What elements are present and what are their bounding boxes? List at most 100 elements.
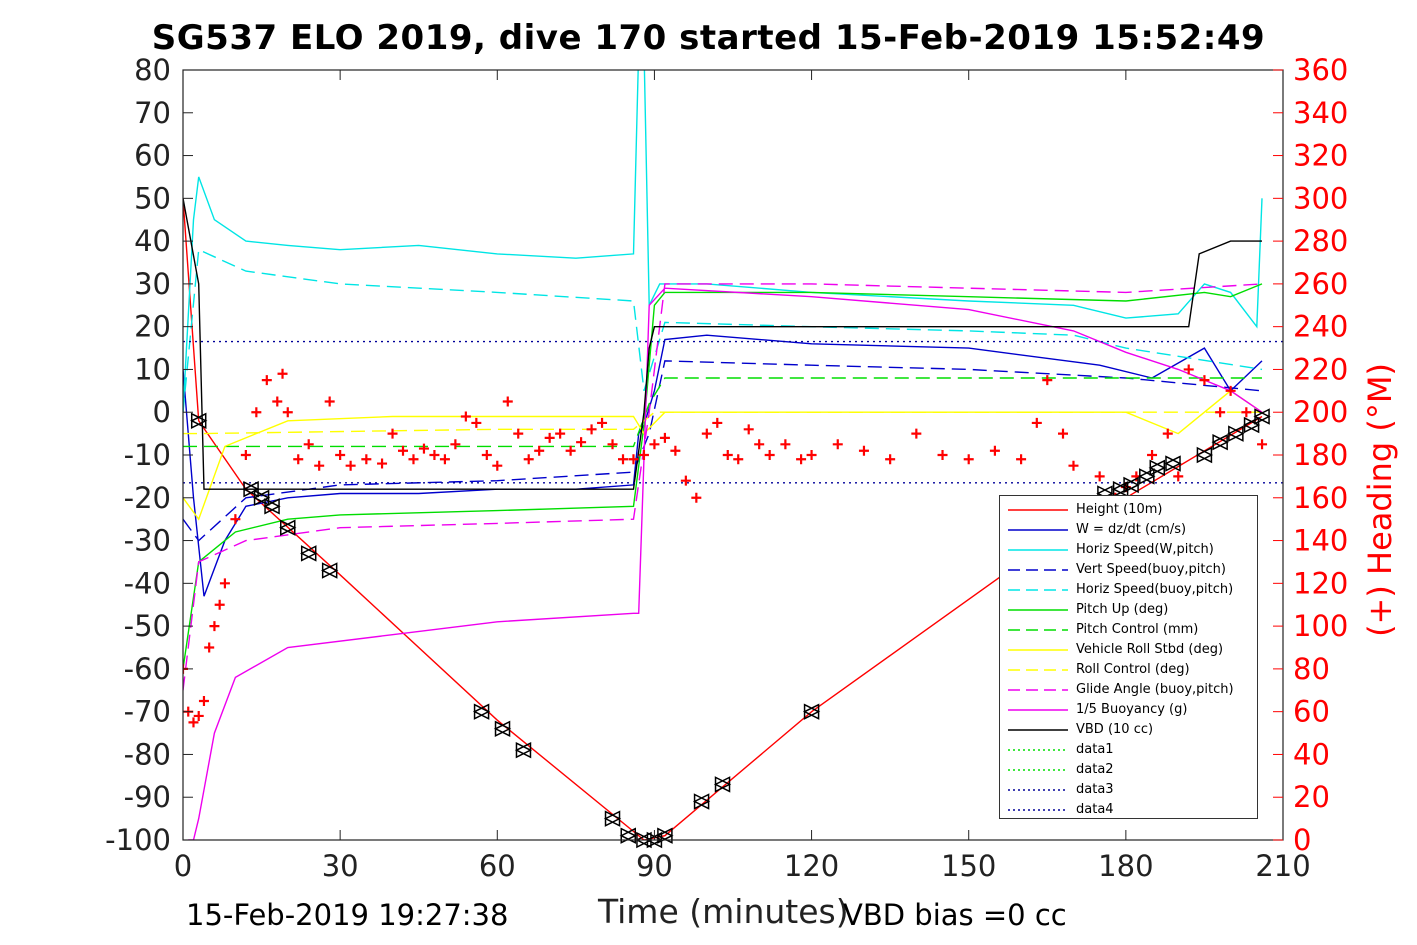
heading-point xyxy=(555,428,566,439)
y-left-tick-label: -100 xyxy=(105,823,171,857)
legend-entry-vert-speed-buoy-pitch: Vert Speed(buoy,pitch) xyxy=(1000,560,1259,580)
series-line-horiz-speed-buoy-pitch xyxy=(183,248,1263,413)
heading-point xyxy=(743,424,754,435)
legend-label: Roll Control (deg) xyxy=(1076,662,1190,677)
legend-entry-roll-control-deg: Roll Control (deg) xyxy=(1000,660,1259,680)
y-left-tick-label: 10 xyxy=(134,352,171,386)
heading-point xyxy=(209,621,220,632)
heading-point xyxy=(1183,364,1194,375)
y-left-tick-label: -40 xyxy=(124,566,171,600)
heading-point xyxy=(272,396,283,407)
legend-swatch xyxy=(1008,549,1068,551)
x-tick-label: 210 xyxy=(1255,849,1310,883)
heading-point xyxy=(303,439,314,450)
heading-point xyxy=(277,368,288,379)
depth-marker xyxy=(713,776,732,793)
y-right-tick-label: 40 xyxy=(1293,737,1330,771)
series-line-glide-angle-buoy-pitch xyxy=(183,283,1263,691)
series-line-pitch-up-deg xyxy=(183,283,1263,670)
legend-swatch xyxy=(1008,749,1068,751)
legend-swatch xyxy=(1008,729,1068,731)
y-left-tick-label: -20 xyxy=(124,481,171,515)
depth-marker xyxy=(1164,455,1182,472)
x-tick-label: 90 xyxy=(636,849,673,883)
heading-point xyxy=(481,450,492,460)
y-right-tick-label: 80 xyxy=(1293,652,1330,686)
series-line-vbd-10-cc xyxy=(183,198,1262,490)
heading-point xyxy=(1241,407,1252,418)
axes-layer: 0 30 60 90 120 150 180 21080706050403020100-10-… xyxy=(105,53,1348,883)
heading-point xyxy=(429,450,440,460)
y-right-tick-label: 360 xyxy=(1293,53,1348,87)
heading-point xyxy=(722,450,733,460)
chart-title: SG537 ELO 2019, dive 170 started 15-Feb-… xyxy=(151,18,1266,58)
heading-point xyxy=(345,460,356,471)
legend-entry-data3: data3 xyxy=(1000,780,1259,800)
depth-marker xyxy=(320,562,339,579)
heading-point xyxy=(398,445,408,456)
heading-point xyxy=(1173,471,1184,482)
y-left-tick-label: 30 xyxy=(134,267,171,301)
legend-label: data2 xyxy=(1076,762,1114,777)
depth-marker xyxy=(190,412,208,429)
heading-point xyxy=(544,432,555,443)
y-left-tick-label: 20 xyxy=(134,310,171,344)
heading-point xyxy=(764,450,775,460)
legend-label: data4 xyxy=(1076,802,1114,817)
heading-point xyxy=(1031,417,1042,428)
heading-point xyxy=(680,475,691,486)
heading-point xyxy=(219,578,230,589)
heading-point xyxy=(251,407,262,418)
heading-point xyxy=(796,454,807,465)
heading-point xyxy=(937,450,948,460)
depth-marker xyxy=(1242,416,1261,434)
heading-point xyxy=(691,492,702,503)
heading-point xyxy=(523,454,534,465)
depth-marker xyxy=(1195,446,1214,464)
legend-swatch xyxy=(1008,709,1068,711)
x-tick-label: 120 xyxy=(784,849,839,883)
heading-point xyxy=(670,445,681,456)
legend-entry-w-dz-dt-cm-s: W = dz/dt (cm/s) xyxy=(1000,520,1259,540)
y-left-tick-label: -50 xyxy=(124,609,171,643)
depth-marker xyxy=(1227,425,1245,442)
depth-marker xyxy=(802,703,821,720)
legend-entry-pitch-control-mm: Pitch Control (mm) xyxy=(1000,620,1259,640)
heading-point xyxy=(513,428,524,439)
heading-point xyxy=(1215,407,1226,418)
heading-point xyxy=(1016,454,1027,465)
legend-label: W = dz/dt (cm/s) xyxy=(1076,522,1187,537)
footer-vbd-bias: VBD bias =0 cc xyxy=(843,898,1067,932)
y-right-tick-label: 60 xyxy=(1293,695,1330,729)
heading-point xyxy=(1042,375,1053,386)
heading-point xyxy=(460,411,471,422)
depth-marker xyxy=(1148,459,1166,477)
legend-entry-data1: data1 xyxy=(1000,740,1259,760)
series-line-roll-control-deg xyxy=(183,411,1262,435)
y-left-tick-label: -70 xyxy=(124,695,171,729)
heading-point xyxy=(204,642,215,653)
x-tick-label: 30 xyxy=(322,849,359,883)
heading-point xyxy=(1225,385,1236,396)
legend-entry-horiz-speed-w-pitch: Horiz Speed(W,pitch) xyxy=(1000,540,1259,560)
right-axis-label: (+) Heading (°M) xyxy=(1361,363,1399,637)
legend-swatch xyxy=(1008,789,1068,791)
heading-point xyxy=(418,443,429,454)
y-left-tick-label: -90 xyxy=(124,780,171,814)
y-right-tick-label: 100 xyxy=(1293,609,1348,643)
heading-point xyxy=(1199,375,1210,386)
y-right-tick-label: 200 xyxy=(1293,395,1348,429)
legend-label: 1/5 Buoyancy (g) xyxy=(1076,702,1188,717)
x-tick-label: 0 xyxy=(174,849,192,883)
y-right-tick-label: 320 xyxy=(1293,139,1348,173)
heading-point xyxy=(989,445,1000,456)
legend-entry-pitch-up-deg: Pitch Up (deg) xyxy=(1000,600,1259,620)
x-axis-label: Time (minutes) xyxy=(598,892,849,931)
y-right-tick-label: 180 xyxy=(1293,438,1348,472)
heading-layer xyxy=(183,364,1268,728)
heading-point xyxy=(471,417,482,428)
depth-marker xyxy=(1211,433,1229,451)
depth-marker xyxy=(242,481,260,498)
heading-point xyxy=(712,417,723,428)
